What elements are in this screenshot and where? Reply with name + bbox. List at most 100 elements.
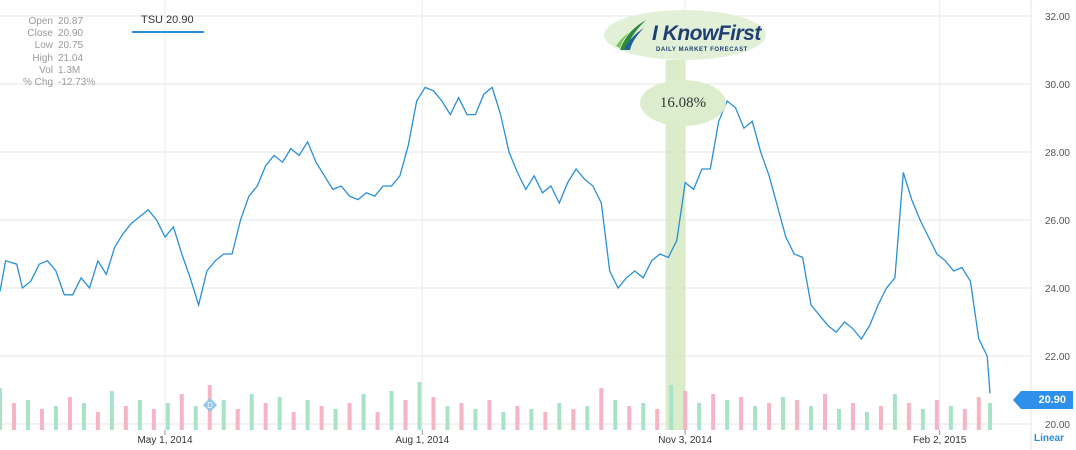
quote-label: Open [28,16,53,27]
volume-bar [976,397,981,430]
volume-bar [711,394,716,430]
y-tick-label: 28.00 [1045,148,1070,159]
volume-bar [11,403,16,430]
volume-bar [948,406,953,430]
volume-bar [445,406,450,430]
y-tick-label: 32.00 [1045,12,1070,23]
quote-label: % Chg [22,77,53,89]
x-tick-label: Feb 2, 2015 [913,435,967,446]
volume-bar [249,394,254,430]
volume-bar [333,409,338,430]
x-tick-label: Aug 1, 2014 [395,435,449,446]
ticker-tab[interactable]: TSU 20.90 [132,11,204,33]
volume-bar [361,394,366,430]
volume-bars [0,382,992,430]
y-tick-label: 20.00 [1045,420,1070,431]
volume-bar [795,400,800,430]
volume-bar [543,412,548,430]
volume-bar [193,406,198,430]
volume-bar [557,403,562,430]
volume-bar [878,406,883,430]
y-tick-label: 22.00 [1045,352,1070,363]
x-tick-label: May 1, 2014 [137,435,192,446]
volume-bar [319,406,324,430]
volume-bar [25,400,30,430]
volume-bar [179,394,184,430]
quote-value: 21.04 [58,52,84,64]
volume-bar [641,403,646,430]
volume-bar [864,412,869,430]
horizontal-gridlines [0,0,1032,450]
volume-bar [417,382,422,430]
volume-bar [571,409,576,430]
logo-tagline: DAILY MARKET FORECAST [656,47,748,53]
last-price-badge: 20.90 [1013,391,1073,409]
volume-bar [487,400,492,430]
volume-bar [81,403,86,430]
vertical-gridlines [164,0,941,430]
volume-bar [67,397,72,430]
volume-bar [655,409,660,430]
scale-toggle[interactable]: Linear [1034,433,1065,444]
volume-bar [906,403,911,430]
volume-bar [165,403,170,430]
volume-bar [585,406,590,430]
quote-summary: Open 20.87 Close 20.90 Low 20.75 High 21… [8,16,95,89]
volume-bar [697,403,702,430]
quote-row-vol: Vol 1.3M [8,65,95,77]
volume-bar [39,409,44,430]
volume-bar [291,412,296,430]
quote-value: 20.90 [58,28,84,40]
volume-bar [627,406,632,430]
quote-row-pct-change: % Chg -12.73% [8,77,95,89]
volume-bar [850,403,855,430]
volume-bar [725,400,730,430]
volume-bar [934,400,939,430]
volume-bar [277,397,282,430]
dividend-marker-label: D [207,401,213,410]
volume-bar [221,400,226,430]
volume-bar [599,388,604,430]
volume-bar [920,409,925,430]
y-tick-labels: 32.00 30.00 28.00 26.00 24.00 22.00 20.00 [1045,12,1070,431]
volume-bar [473,409,478,430]
volume-bar [669,385,674,430]
highlight-band-layer [665,60,686,430]
logo-name: I KnowFirst [652,22,761,45]
volume-bar [988,403,992,430]
price-line-layer [0,86,991,394]
x-tick-label: Nov 3, 2014 [658,435,712,446]
volume-bar [235,409,240,430]
quote-label: High [32,52,53,64]
volume-bar [347,403,352,430]
volume-bar [767,403,772,430]
volume-bar [403,400,408,430]
quote-label: Close [27,28,53,40]
quote-row-close: Close 20.90 [8,28,95,40]
volume-bar [305,400,310,430]
volume-bar [263,403,268,430]
volume-bar [809,406,814,430]
quote-value: 20.75 [58,40,84,52]
volume-bar [683,391,688,430]
y-tick-label: 26.00 [1045,216,1070,227]
volume-bar [137,400,142,430]
logo-swoosh-icon [616,20,646,50]
volume-bar [529,409,534,430]
x-tick-labels: May 1, 2014 Aug 1, 2014 Nov 3, 2014 Feb 2, … [137,430,967,446]
dividend-marker-icon[interactable]: D [203,398,217,412]
quote-label: Vol [39,64,53,76]
quote-row-open: Open 20.87 [8,16,95,28]
volume-bar [123,406,128,430]
volume-bar [892,394,897,430]
volume-bar [836,409,841,430]
i-know-first-logo: I KnowFirst DAILY MARKET FORECAST [604,10,766,60]
forecast-highlight-band [665,60,686,430]
volume-bar [823,394,827,430]
price-series-line [0,86,991,394]
volume-bar [389,391,394,430]
volume-bar [431,397,436,430]
volume-bar [0,388,2,430]
volume-bar [515,406,520,430]
